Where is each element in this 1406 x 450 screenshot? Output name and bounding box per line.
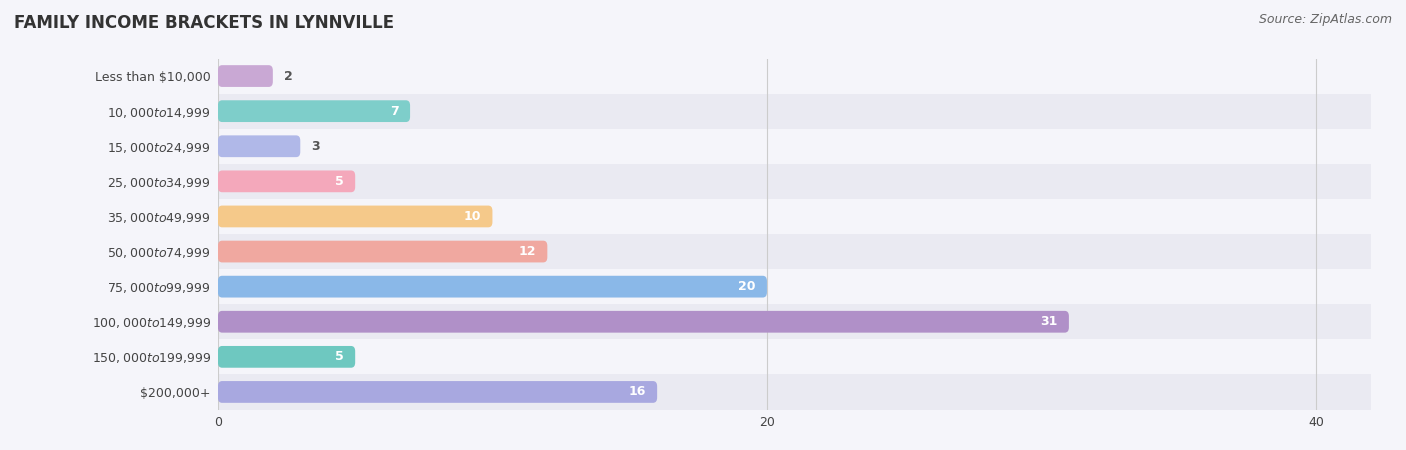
- Text: 10: 10: [464, 210, 481, 223]
- Bar: [218, 234, 1371, 269]
- Text: 5: 5: [336, 175, 344, 188]
- FancyBboxPatch shape: [218, 135, 301, 157]
- Text: 31: 31: [1040, 315, 1057, 328]
- Text: 5: 5: [336, 351, 344, 363]
- Text: FAMILY INCOME BRACKETS IN LYNNVILLE: FAMILY INCOME BRACKETS IN LYNNVILLE: [14, 14, 394, 32]
- FancyBboxPatch shape: [218, 381, 657, 403]
- Bar: [218, 129, 1371, 164]
- FancyBboxPatch shape: [218, 276, 766, 297]
- Bar: [218, 304, 1371, 339]
- Text: 3: 3: [311, 140, 321, 153]
- Bar: [218, 374, 1371, 410]
- Text: 20: 20: [738, 280, 756, 293]
- FancyBboxPatch shape: [218, 206, 492, 227]
- Text: 16: 16: [628, 386, 647, 398]
- FancyBboxPatch shape: [218, 241, 547, 262]
- Text: Source: ZipAtlas.com: Source: ZipAtlas.com: [1258, 14, 1392, 27]
- FancyBboxPatch shape: [218, 171, 356, 192]
- FancyBboxPatch shape: [218, 100, 411, 122]
- FancyBboxPatch shape: [218, 311, 1069, 333]
- Bar: [218, 94, 1371, 129]
- Text: 2: 2: [284, 70, 292, 82]
- Bar: [218, 58, 1371, 94]
- Bar: [218, 199, 1371, 234]
- Text: 12: 12: [519, 245, 536, 258]
- FancyBboxPatch shape: [218, 346, 356, 368]
- Bar: [218, 164, 1371, 199]
- Bar: [218, 339, 1371, 374]
- FancyBboxPatch shape: [218, 65, 273, 87]
- Text: 7: 7: [391, 105, 399, 117]
- Bar: [218, 269, 1371, 304]
